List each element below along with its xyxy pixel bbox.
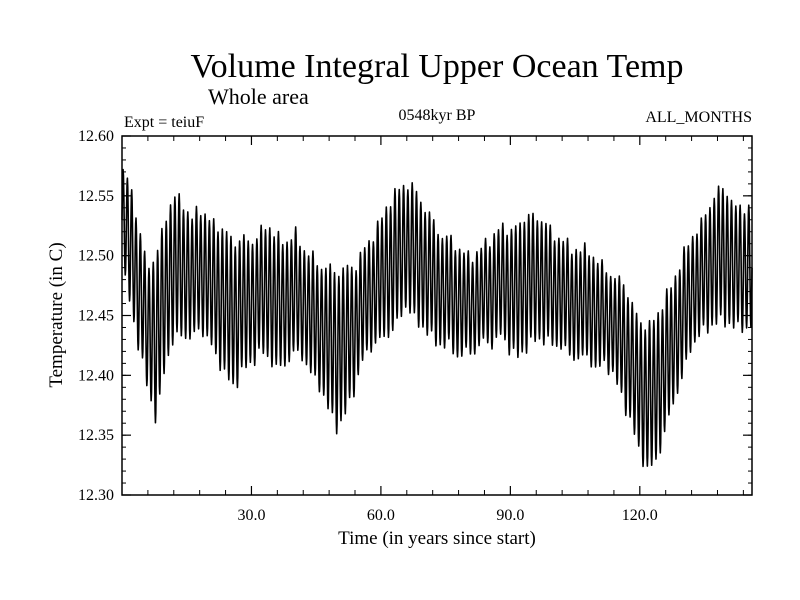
- period-label: 0548kyr BP: [399, 107, 476, 124]
- x-tick-label: 120.0: [622, 507, 658, 524]
- y-tick-label: 12.40: [78, 367, 114, 384]
- series-group: [121, 168, 753, 468]
- y-tick-label: 12.45: [78, 308, 114, 325]
- x-tick-label: 30.0: [237, 507, 265, 524]
- x-axis-label: Time (in years since start): [338, 528, 536, 549]
- y-tick-label: 12.50: [78, 248, 114, 265]
- x-tick-label: 90.0: [496, 507, 524, 524]
- axis-ticks: 12.30 12.35 12.40 12.45 12.50 12.55 12.60 30.0 6…: [78, 128, 752, 524]
- y-tick-label: 12.60: [78, 128, 114, 145]
- months-label: ALL_MONTHS: [645, 109, 752, 126]
- experiment-label: Expt = teiuF: [124, 114, 204, 131]
- y-tick-label: 12.35: [78, 427, 114, 444]
- y-tick-label: 12.30: [78, 487, 114, 504]
- chart-subtitle: Whole area: [208, 84, 309, 109]
- x-tick-label: 60.0: [367, 507, 395, 524]
- y-tick-label: 12.55: [78, 188, 114, 205]
- y-axis-label: Temperature (in C): [46, 242, 67, 387]
- chart-title: Volume Integral Upper Ocean Temp: [191, 48, 684, 85]
- series-line: [121, 168, 753, 468]
